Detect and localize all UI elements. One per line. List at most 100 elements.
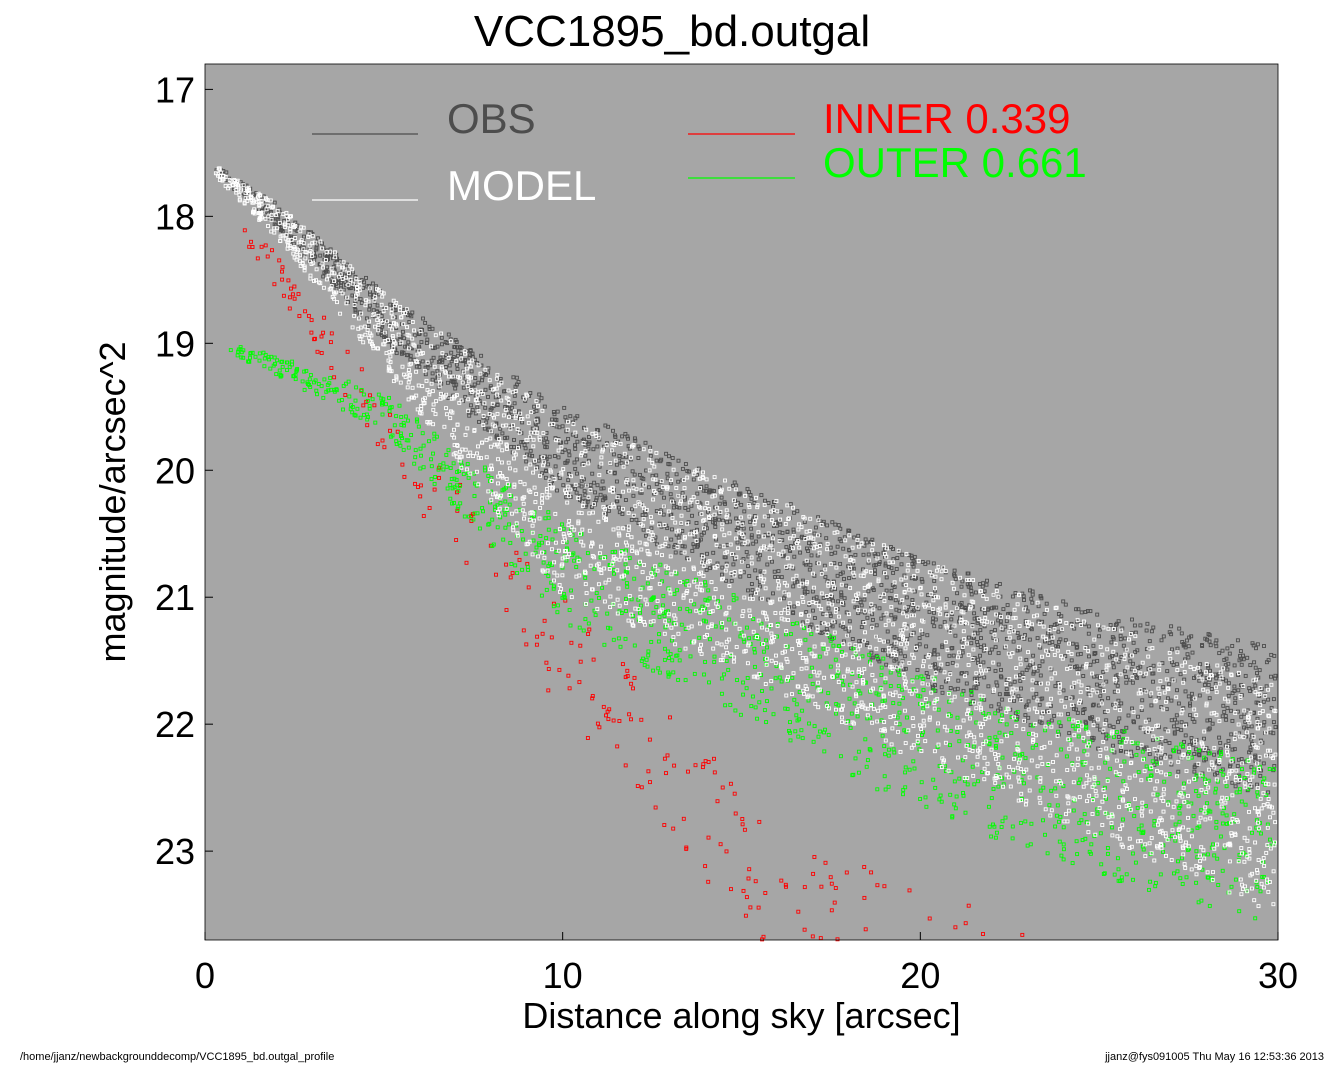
data-point [427,327,432,331]
data-point [440,359,445,364]
data-point [574,490,579,495]
data-point [1030,589,1035,594]
data-point [1151,671,1156,676]
data-point [738,574,743,579]
data-point [655,542,660,547]
data-point [1026,699,1031,704]
data-point [986,684,991,689]
data-point [1147,752,1152,757]
data-point [461,385,466,390]
data-point [885,629,890,634]
data-point [850,637,855,641]
data-point [691,477,696,482]
data-point [940,690,945,695]
data-point [1257,668,1262,673]
data-point [1245,788,1250,793]
data-point [1238,653,1243,658]
data-point [429,358,434,363]
data-point [1052,713,1057,718]
data-point [932,624,937,629]
data-point [614,462,619,467]
data-point [1183,689,1188,694]
data-point [528,448,533,453]
data-point [1034,691,1039,696]
data-point [1188,713,1193,718]
data-point [494,433,499,438]
data-point [1031,669,1036,674]
data-point [791,527,796,532]
data-point [552,412,557,417]
data-point [1255,642,1260,647]
data-point [731,562,736,567]
data-point [1097,634,1101,639]
data-point [542,440,547,445]
data-point [1192,676,1196,680]
data-point [758,569,763,574]
data-point [514,375,519,380]
data-point [329,276,334,281]
data-point [949,617,954,622]
data-point [1087,654,1091,659]
data-point [1008,682,1013,687]
data-point [1169,624,1174,629]
data-point [602,496,607,501]
data-point [894,567,899,571]
data-point [665,471,670,476]
data-point [649,526,654,531]
data-point [833,550,838,555]
data-point [861,552,866,557]
data-point [747,574,752,578]
data-point [1026,715,1031,720]
data-point [1248,663,1253,668]
data-point [339,280,343,285]
data-point [929,652,933,657]
data-point [996,662,1001,667]
data-point [592,480,597,485]
data-point [919,577,924,582]
data-point [944,679,948,684]
data-point [1225,706,1230,711]
data-point [1122,669,1127,674]
data-point [819,621,824,626]
data-point [1070,641,1075,646]
data-point [1003,624,1008,629]
data-point [448,370,453,375]
data-point [1177,626,1182,631]
data-point [744,550,749,555]
data-point [839,539,844,544]
data-point [1206,682,1211,687]
data-point [1069,621,1074,626]
data-point [632,436,637,441]
data-point [975,631,980,636]
data-point [994,605,999,610]
data-point [361,285,365,290]
data-point [894,607,899,612]
data-point [626,436,630,441]
data-point [1197,693,1202,698]
data-point [734,516,739,521]
data-point [884,588,889,593]
data-point [836,523,841,528]
data-point [887,565,891,569]
data-point [888,545,893,549]
data-point [344,294,349,299]
data-point [926,674,931,679]
data-point [705,551,709,556]
data-point [445,380,450,385]
data-point [982,611,987,616]
data-point [643,440,648,445]
data-point [1116,698,1121,703]
data-point [683,462,688,466]
data-point [627,446,632,451]
data-point [1081,674,1086,678]
data-point [1133,630,1138,635]
data-point [669,537,674,542]
data-point [1263,731,1268,736]
data-point [737,492,742,497]
data-point [1272,653,1277,658]
data-point [811,608,815,613]
data-point [589,487,594,492]
data-point [755,551,760,556]
data-point [1161,685,1166,690]
data-point [969,592,974,597]
